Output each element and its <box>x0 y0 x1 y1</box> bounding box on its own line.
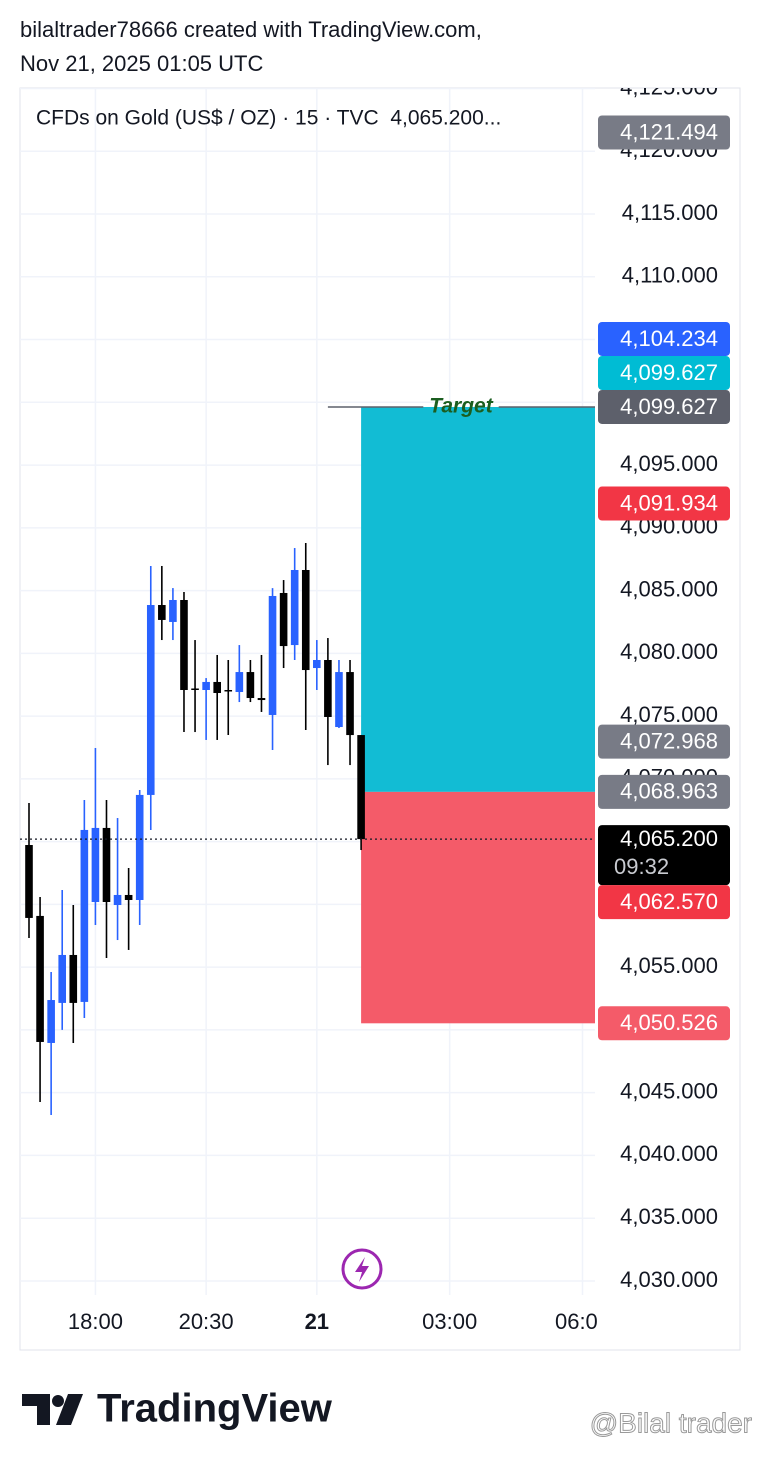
candle-body <box>158 605 166 620</box>
price-label: 4,099.627 <box>620 360 718 385</box>
plot: Target <box>20 395 595 1116</box>
candle-body <box>169 599 177 622</box>
x-tick-label: 06:00 <box>555 1309 610 1334</box>
candle-body <box>58 954 67 1003</box>
x-tick-label: 18:00 <box>68 1309 123 1334</box>
candle-body <box>146 605 155 795</box>
price-label-box <box>598 825 730 886</box>
candle-body <box>80 829 89 1002</box>
price-label-box <box>598 774 730 809</box>
y-tick-label: 4,045.000 <box>620 1078 718 1103</box>
candle-body <box>335 672 343 728</box>
logo-part <box>56 1394 83 1425</box>
y-tick-label: 4,080.000 <box>620 639 718 664</box>
price-label-box <box>598 355 730 390</box>
price-label-box <box>598 389 730 424</box>
stop-zone <box>361 791 595 1024</box>
price-label: 4,068.963 <box>620 779 718 804</box>
price-label-box <box>598 724 730 759</box>
logo-part <box>22 1394 50 1425</box>
watermark: @Bilal trader <box>590 1407 752 1438</box>
candle-body <box>279 592 288 647</box>
price-label-box <box>598 1006 730 1041</box>
date-line: Nov 21, 2025 01:05 UTC <box>20 51 263 76</box>
candle-body <box>357 735 365 840</box>
candle-body <box>257 698 266 701</box>
brand-logo <box>22 1394 83 1425</box>
candle-body <box>135 794 144 900</box>
price-label: 4,072.968 <box>620 728 718 753</box>
candle-body <box>191 688 199 690</box>
price-label-box <box>598 486 730 521</box>
price-label: 4,065.200 <box>620 826 718 851</box>
candle-body <box>180 599 188 690</box>
x-tick-label: 21 <box>305 1309 329 1334</box>
y-tick-label: 4,095.000 <box>620 451 718 476</box>
y-tick-label: 4,030.000 <box>620 1267 718 1292</box>
y-tick-label: 4,035.000 <box>620 1204 718 1229</box>
price-label: 4,099.627 <box>620 394 718 419</box>
target-zone <box>361 406 595 792</box>
candle-body <box>224 689 233 692</box>
candle-body <box>69 954 78 1003</box>
legend-title: CFDs on Gold (US$ / OZ) · 15 · TVC 4,065… <box>36 107 501 130</box>
price-label-box <box>598 115 730 150</box>
candle-body <box>91 827 100 903</box>
y-tick-label: 4,040.000 <box>620 1141 718 1166</box>
price-labels: 4,121.494 4,104.234 4,099.627 4,099.627 4,09… <box>598 115 730 1041</box>
price-label: 4,091.934 <box>620 490 718 515</box>
candle-body <box>25 845 33 918</box>
x-tick-label: 20:30 <box>179 1309 234 1334</box>
candle-body <box>47 1000 55 1043</box>
candle-body <box>36 915 44 1042</box>
logo-part <box>52 1395 64 1407</box>
bolt <box>355 1257 369 1282</box>
price-label: 4,104.234 <box>620 326 718 351</box>
candle-body <box>290 569 299 646</box>
price-label: 4,121.494 <box>620 119 718 144</box>
candle-body <box>301 569 310 671</box>
y-tick-label: 4,110.000 <box>622 263 718 288</box>
target-label: Target <box>429 395 493 418</box>
price-label: 4,050.526 <box>620 1010 718 1035</box>
y-tick-label: 4,075.000 <box>620 702 718 727</box>
candle-body <box>324 659 332 717</box>
candle-body <box>102 827 111 903</box>
candle-body <box>124 894 133 900</box>
candle-body <box>113 894 122 906</box>
author-line: bilaltrader78666 created with TradingVie… <box>20 17 482 42</box>
countdown: 09:32 <box>614 854 669 879</box>
x-tick-label: 03:00 <box>422 1309 477 1334</box>
candle-body <box>202 681 210 690</box>
price-label-box <box>598 321 730 356</box>
candle-body <box>346 672 354 736</box>
y-tick-label: 4,055.000 <box>620 953 718 978</box>
candle-body <box>313 659 321 669</box>
candle-body <box>235 672 244 693</box>
price-label: 4,062.570 <box>620 889 718 914</box>
time-axis: 18:00 20:30 21 03:00 06:00 <box>68 1309 610 1334</box>
candle-body <box>246 672 255 699</box>
brand-name: TradingView <box>97 1387 333 1431</box>
y-tick-label: 4,125.000 <box>620 74 718 99</box>
y-tick-label: 4,085.000 <box>620 576 718 601</box>
candle-body <box>213 681 221 694</box>
y-tick-label: 4,115.000 <box>622 200 718 225</box>
price-label-box <box>598 885 730 920</box>
candle-body <box>268 595 277 715</box>
bolt-icon[interactable] <box>341 1248 383 1290</box>
